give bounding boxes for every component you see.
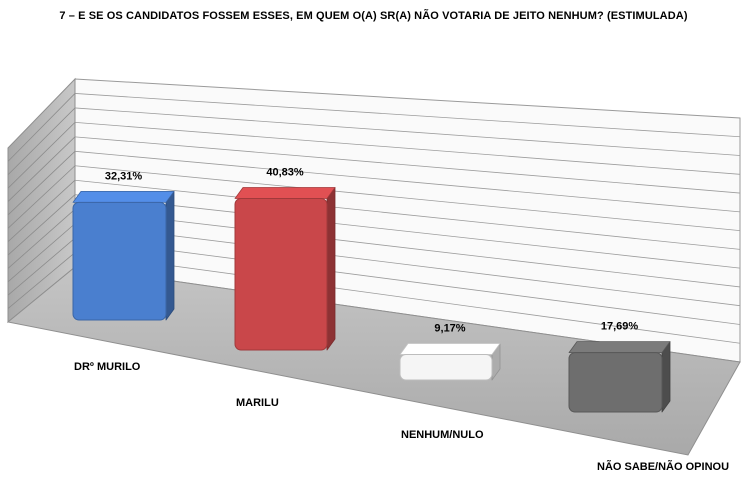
- side-gridline: [7, 208, 76, 269]
- side-gridline: [7, 237, 76, 296]
- side-gridline: [7, 165, 76, 229]
- gridline: [74, 208, 741, 288]
- gridline: [74, 121, 741, 175]
- side-gridline: [7, 151, 76, 216]
- side-gridline: [7, 252, 76, 309]
- gridline: [74, 179, 741, 250]
- gridline: [74, 107, 741, 156]
- data-label: 17,69%: [601, 321, 639, 333]
- side-gridline: [7, 136, 76, 202]
- gridline: [74, 136, 741, 194]
- side-gridline: [7, 179, 76, 242]
- data-label: 32,31%: [105, 170, 143, 182]
- data-label: 9,17%: [434, 323, 465, 335]
- gridline: [74, 194, 741, 269]
- bar: [234, 187, 336, 351]
- side-gridline: [7, 93, 76, 162]
- category-label: MARILU: [236, 397, 279, 409]
- bar: [568, 341, 671, 413]
- gridline: [74, 237, 741, 325]
- gridline: [74, 93, 741, 138]
- bar: [72, 191, 175, 321]
- data-label: 40,83%: [266, 166, 304, 178]
- side-gridline: [7, 194, 76, 256]
- gridline: [74, 150, 741, 213]
- category-label: NENHUM/NULO: [401, 429, 484, 441]
- side-gridline: [7, 107, 76, 176]
- gridline: [74, 252, 741, 344]
- gridline: [74, 165, 741, 232]
- side-gridline: [7, 223, 76, 283]
- floor: [6, 266, 741, 456]
- side-gridline: [7, 122, 76, 189]
- category-label: NÃO SABE/NÃO OPINOU: [597, 460, 729, 473]
- category-label: DRº MURILO: [74, 361, 141, 373]
- gridline: [74, 223, 741, 307]
- chart-title: 7 – E SE OS CANDIDATOS FOSSEM ESSES, EM …: [59, 10, 688, 22]
- bar: [399, 343, 501, 381]
